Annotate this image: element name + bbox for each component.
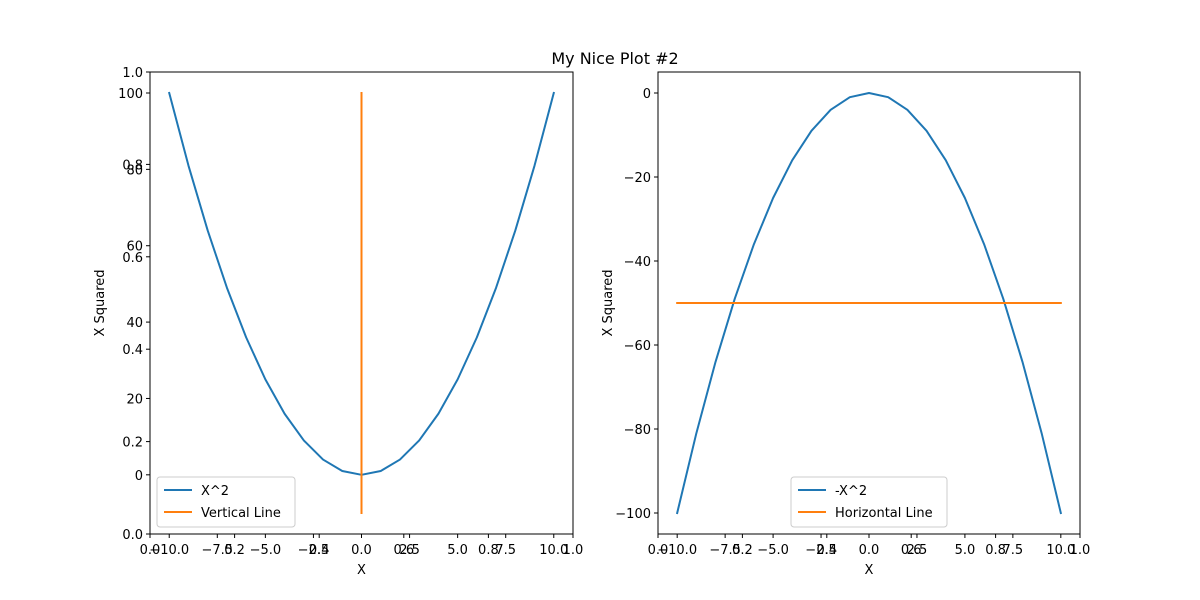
twin-x-tick-label: 1.0 (563, 543, 584, 558)
legend-box (790, 476, 948, 528)
x-tick-label: 0.0 (351, 543, 372, 558)
x-axis-label: X (357, 563, 366, 578)
series-line-1 (675, 92, 1063, 515)
y-tick-label: 80 (126, 163, 143, 178)
y-tick-label: −80 (624, 423, 651, 438)
figure-title: My Nice Plot #2 (551, 49, 678, 68)
y-axis-label: X Squared (601, 269, 616, 336)
y-tick-label: −100 (615, 507, 651, 522)
twin-y-tick-label: 1.0 (122, 66, 143, 81)
x-axis-label: X (865, 563, 874, 578)
subplot-2: −10.0 −7.5 −5.0 −2.5 0.0 2.5 5.0 7.5 10.0 −100 −80… (601, 71, 1091, 578)
twin-y-tick-label: 0.4 (122, 343, 143, 358)
twin-x-tick-label: 0.2 (732, 543, 753, 558)
twin-x-tick-label: 0.8 (985, 543, 1006, 558)
y-tick-label: −40 (624, 255, 651, 270)
twin-x-tick-label: 0.4 (816, 543, 837, 558)
twin-x-tick-label: 1.0 (1070, 543, 1091, 558)
x-tick-label: 7.5 (1003, 543, 1024, 558)
x-tick-label: 0.0 (859, 543, 880, 558)
x-tick-label: 5.0 (955, 543, 976, 558)
y-tick-label: −20 (624, 171, 651, 186)
x-tick-label: −10.0 (149, 543, 189, 558)
y-tick-label: 0 (135, 469, 143, 484)
x-tick-label: 2.5 (399, 543, 420, 558)
twin-x-tick-label: 0.8 (478, 543, 499, 558)
twin-x-tick-label: 0.0 (648, 543, 669, 558)
legend-label: -X^2 (835, 484, 867, 499)
twin-x-tick-label: 0.4 (309, 543, 330, 558)
x-tick-label: −5.0 (250, 543, 282, 558)
twin-x-tick-label: 0.0 (140, 543, 161, 558)
y-axis-label: X Squared (93, 269, 108, 336)
x-tick-label: −10.0 (657, 543, 697, 558)
legend-label: X^2 (201, 484, 229, 499)
subplot-1: −10.0 −7.5 −5.0 −2.5 0.0 2.5 5.0 7.5 10.0 0 20 40 60… (93, 66, 583, 578)
x-tick-label: 10.0 (1046, 543, 1075, 558)
x-tick-label: −5.0 (757, 543, 789, 558)
twin-x-tick-label: 0.6 (393, 543, 414, 558)
legend: -X^2 Horizontal Line (790, 476, 948, 528)
twin-y-tick-label: 0.6 (122, 251, 143, 266)
x-tick-label: −2.5 (298, 543, 330, 558)
x-tick-label: 10.0 (539, 543, 568, 558)
plots: −10.0 −7.5 −5.0 −2.5 0.0 2.5 5.0 7.5 10.0 0 20 40 60… (93, 66, 1090, 578)
y-tick-label: 20 (126, 392, 143, 407)
x-tick-label: 7.5 (495, 543, 516, 558)
legend-label: Horizontal Line (835, 506, 933, 521)
x-tick-label: −2.5 (805, 543, 837, 558)
x-tick-label: 2.5 (907, 543, 928, 558)
twin-y-tick-label: 0.8 (122, 158, 143, 173)
x-tick-label: −7.5 (709, 543, 741, 558)
legend: X^2 Vertical Line (156, 476, 296, 528)
y-tick-label: −60 (624, 339, 651, 354)
legend-label: Vertical Line (201, 506, 281, 521)
twin-x-tick-label: 0.2 (224, 543, 245, 558)
x-tick-label: 5.0 (447, 543, 468, 558)
y-tick-label: 0 (643, 87, 651, 102)
y-tick-label: 40 (126, 316, 143, 331)
twin-x-tick-label: 0.6 (901, 543, 922, 558)
y-tick-label: 60 (126, 240, 143, 255)
x-tick-label: −7.5 (202, 543, 234, 558)
y-tick-label: 100 (118, 87, 143, 102)
twin-y-tick-label: 0.2 (122, 436, 143, 451)
twin-y-tick-label: 0.0 (122, 528, 143, 543)
